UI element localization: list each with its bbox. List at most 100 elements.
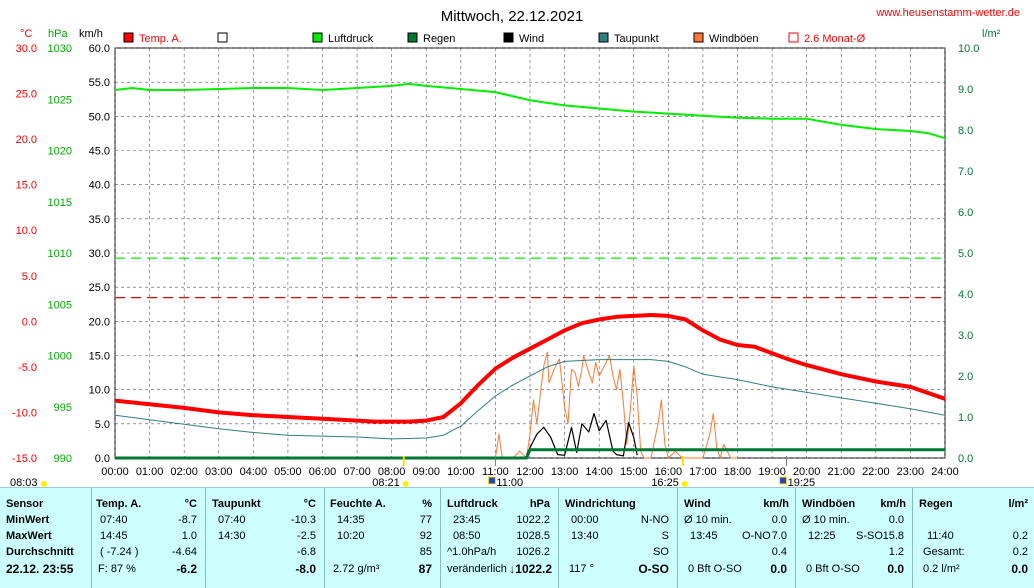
humidity-header: Feuchte A.	[330, 498, 386, 510]
moon-icon	[779, 476, 788, 485]
pressure-tick-label: 995	[54, 402, 72, 414]
rain-tick-label: 6.0	[958, 207, 973, 219]
wind-beaufort: 0 Bft O-SO	[688, 563, 742, 575]
hour-tick-label: 00:00	[101, 466, 129, 478]
dewpoint-min-time: 07:40	[218, 514, 246, 526]
stats-temp-column: Temp. A. °C 07:40 -8.7 14:45 1.0 ( -7.24…	[92, 488, 206, 588]
sun-event-time: 08:03	[10, 477, 38, 487]
pressure-tick-label: 1010	[48, 248, 72, 260]
hour-tick-label: 19:00	[758, 466, 786, 478]
rain-unit: l/m²	[1008, 498, 1028, 510]
wind-unit: km/h	[763, 498, 789, 510]
temp-min-value: -8.7	[178, 514, 197, 526]
pressure-trend-rate: ^1.0hPa/h	[447, 546, 497, 558]
wind-tick-label: 15.0	[89, 351, 110, 363]
series-line-luftdruck	[114, 82, 946, 140]
hour-tick-label: 16:00	[655, 466, 683, 478]
hour-tick-label: 10:00	[447, 466, 475, 478]
hour-tick-label: 23:00	[897, 466, 925, 478]
legend-swatch	[123, 32, 134, 43]
temp-unit-label: °C	[20, 28, 32, 40]
stats-wind-column: Wind km/h Ø 10 min. 0.0 13:45 O-NO 7.0 0…	[678, 488, 796, 588]
hour-tick-label: 01:00	[136, 466, 164, 478]
sun-event-time: 11:00	[496, 477, 523, 487]
legend-item: Wind	[503, 32, 544, 45]
chart-title: Mittwoch, 22.12.2021	[441, 8, 584, 25]
pressure-unit-label: hPa	[48, 28, 68, 40]
temp-tick-label: -5.0	[18, 362, 37, 374]
winddirection-avg-value: SO	[653, 546, 669, 558]
pressure-tick-label: 1005	[48, 299, 72, 311]
temp-humidity-note: F: 87 %	[98, 563, 136, 575]
rain-tick-label: 9.0	[958, 84, 973, 96]
wind-header: Wind	[684, 498, 711, 510]
wind-tick-label: 25.0	[89, 282, 110, 294]
dewpoint-current-value: -8.0	[295, 562, 316, 576]
sunrise-icon	[41, 481, 47, 487]
legend: Temp. A. Luftdruck Regen Wind Taupunkt Windbö…	[123, 32, 866, 45]
gust-max-direction: S-SO	[856, 530, 883, 542]
temp-tick-label: 25.0	[16, 89, 37, 101]
winddirection-max-time: 13:40	[571, 530, 599, 542]
sun-event: 08:03	[10, 477, 47, 487]
hour-tick-label: 06:00	[309, 466, 337, 478]
sun-event-time: 16:25	[651, 477, 679, 487]
rain-max-value: 0.2	[1012, 530, 1028, 542]
winddirection-min-time: 00:00	[571, 514, 599, 526]
gust-unit: km/h	[880, 498, 906, 510]
temp-tick-label: 5.0	[22, 271, 37, 283]
gust-current-value: 0.0	[887, 562, 904, 576]
dewpoint-header: Taupunkt	[212, 498, 261, 510]
weather-chart: Mittwoch, 22.12.2021 www.heusenstamm-wet…	[10, 7, 1020, 487]
rain-daily-amount: 0.2 l/m²	[923, 563, 960, 575]
pressure-tick-label: 1025	[48, 94, 72, 106]
pressure-tick-label: 1020	[48, 146, 72, 158]
hour-tick-label: 09:00	[412, 466, 440, 478]
row-label-min: MinWert	[6, 514, 50, 526]
temp-current-value: -6.2	[176, 562, 197, 576]
legend-swatch	[693, 32, 704, 43]
moon-icon	[487, 476, 496, 485]
rain-tick-label: 8.0	[958, 125, 973, 137]
legend-item: Taupunkt	[598, 32, 659, 45]
temp-header: Temp. A.	[96, 498, 142, 510]
pressure-tick-label: 1015	[48, 197, 72, 209]
rain-tick-label: 2.0	[958, 371, 973, 383]
rain-tick-label: 1.0	[958, 412, 973, 424]
rain-max-time: 11:40	[927, 530, 954, 542]
humidity-min-value: 77	[419, 514, 432, 526]
pressure-max-time: 08:50	[453, 530, 481, 542]
pressure-header: Luftdruck	[447, 498, 498, 510]
hour-tick-label: 13:00	[551, 466, 579, 478]
series-line-windböen	[494, 351, 738, 459]
stats-dewpoint-column: Taupunkt °C 07:40 -10.3 14:30 -2.5 -6.8 …	[206, 488, 325, 588]
sensor-timestamp: 22.12. 23:55	[6, 562, 74, 576]
wind-tick-label: 0.0	[95, 453, 110, 465]
humidity-min-time: 14:35	[337, 514, 365, 526]
hour-tick-label: 24:00	[931, 466, 959, 478]
website-link[interactable]: www.heusenstamm-wetter.de	[875, 7, 1020, 19]
legend-item: Regen	[407, 32, 455, 45]
wind-unit-label: km/h	[79, 28, 103, 40]
series-line-wind	[525, 413, 638, 457]
legend-swatch	[312, 32, 323, 43]
series-layer	[114, 82, 946, 460]
legend-label: Regen	[423, 33, 455, 45]
legend-label: Taupunkt	[614, 33, 659, 45]
sun-event: 19:25	[779, 456, 815, 487]
wind-tick-label: 40.0	[89, 180, 110, 192]
humidity-avg-value: 85	[419, 546, 432, 558]
pressure-max-value: 1028.5	[516, 530, 550, 542]
legend-item: Windböen	[693, 32, 759, 45]
wind-tick-label: 20.0	[89, 316, 110, 328]
wind-avg-value: 0.4	[771, 546, 787, 558]
gust-beaufort: 0 Bft O-SO	[806, 563, 860, 575]
sun-event-time: 08:21	[372, 477, 400, 487]
gust-avg10-label: Ø 10 min.	[802, 514, 850, 526]
absolute-humidity: 2.72 g/m³	[333, 563, 380, 575]
rain-unit-label: l/m²	[982, 28, 1001, 40]
temp-unit: °C	[184, 498, 197, 510]
row-label-max: MaxWert	[6, 530, 52, 542]
dewpoint-avg-value: -6.8	[297, 546, 316, 558]
temp-min-time: 07:40	[100, 514, 128, 526]
